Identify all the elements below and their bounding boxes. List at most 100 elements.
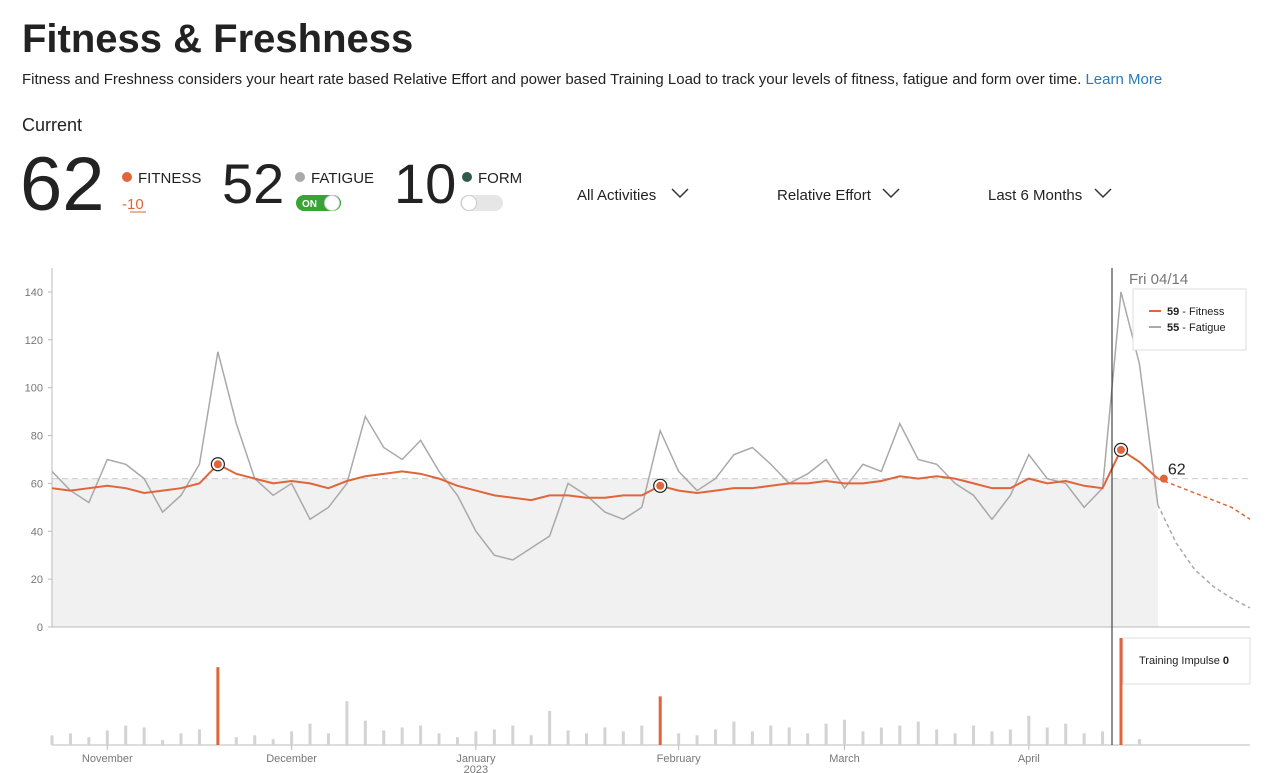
impulse-label: Training Impulse <box>1139 655 1220 667</box>
impulse-bar <box>750 731 754 745</box>
impulse-bar <box>474 731 478 745</box>
impulse-bar <box>511 725 515 745</box>
impulse-bar <box>953 733 957 745</box>
impulse-bar <box>695 735 699 745</box>
activity-filter[interactable]: All Activities <box>577 187 689 204</box>
fatigue-label: FATIGUE <box>311 170 374 187</box>
form-toggle[interactable] <box>460 195 503 211</box>
tooltip-date: Fri 04/14 <box>1129 271 1188 288</box>
y-tick-label: 60 <box>31 478 43 490</box>
impulse-bar <box>861 731 865 745</box>
range-filter[interactable]: Last 6 Months <box>988 187 1112 204</box>
impulse-bar <box>345 701 349 745</box>
title: Fitness & Freshness <box>22 17 413 61</box>
chevron <box>882 188 900 199</box>
event-marker-dot <box>213 460 222 469</box>
toggle-text: ON <box>302 199 317 210</box>
impulse-bar <box>1101 731 1105 745</box>
impulse-bar <box>50 735 54 745</box>
x-tick-label: April <box>1018 753 1040 765</box>
impulse-bar <box>769 725 773 745</box>
learn-more-link[interactable]: Learn More <box>1085 71 1162 88</box>
fitness-value: 62 <box>20 142 105 227</box>
y-tick-label: 100 <box>25 383 43 395</box>
filter-text: Relative Effort <box>777 187 872 204</box>
y-tick-label: 0 <box>37 622 43 634</box>
impulse-bar <box>584 733 588 745</box>
impulse-bar <box>640 725 644 745</box>
impulse-box <box>1122 637 1251 685</box>
impulse-bar <box>216 667 220 745</box>
fitness-dot <box>122 172 132 182</box>
projection-line <box>1157 477 1251 520</box>
filter-text: Last 6 Months <box>988 187 1082 204</box>
impulse-bar <box>787 727 791 745</box>
fatigue-dot <box>295 172 305 182</box>
legend-label: - Fatigue <box>1182 322 1225 334</box>
impulse-bar <box>87 737 91 745</box>
x-tick-label: January <box>456 753 496 765</box>
impulse-bar <box>879 727 883 745</box>
impulse-bar <box>529 735 533 745</box>
chevron <box>671 188 689 199</box>
impulse-value: 0 <box>1223 655 1229 667</box>
metric-filter[interactable]: Relative Effort <box>777 187 900 204</box>
impulse-bar <box>566 730 570 745</box>
current-point <box>1159 474 1168 483</box>
impulse-bar <box>142 727 146 745</box>
impulse-bar <box>326 733 330 745</box>
impulse-bar <box>290 731 294 745</box>
fatigue-value: 52 <box>222 152 284 215</box>
fitness-change: -10 <box>122 196 144 213</box>
chevron <box>1094 188 1112 199</box>
impulse-bar <box>197 729 201 745</box>
impulse-bar <box>916 721 920 745</box>
impulse-bar <box>419 725 423 745</box>
impulse-bar <box>603 727 607 745</box>
tooltip-box <box>1132 288 1247 351</box>
impulse-bar <box>1064 723 1068 745</box>
series-line <box>51 291 1159 561</box>
form-value: 10 <box>394 152 456 215</box>
form-label: FORM <box>478 170 522 187</box>
filter-text: All Activities <box>577 187 656 204</box>
impulse-bar <box>972 725 976 745</box>
impulse-bar <box>437 733 441 745</box>
impulse-bar <box>308 723 312 745</box>
impulse-bar <box>363 720 367 745</box>
fatigue-toggle[interactable]: ON <box>296 195 341 211</box>
fitness-area <box>52 478 1158 627</box>
impulse-bar <box>68 733 72 745</box>
impulse-bar <box>1082 733 1086 745</box>
impulse-bar <box>455 737 459 745</box>
current-label: 62 <box>1168 462 1186 479</box>
description: Fitness and Freshness considers your hea… <box>22 71 1162 88</box>
x-tick-label: February <box>657 753 702 765</box>
impulse-bar <box>1008 729 1012 745</box>
impulse-bar <box>1137 739 1141 745</box>
impulse-bar <box>935 729 939 745</box>
impulse-bar <box>492 729 496 745</box>
impulse-bar <box>124 725 128 745</box>
impulse-bar <box>824 723 828 745</box>
legend-entry: 55- Fatigue <box>1167 322 1226 334</box>
legend-label: - Fitness <box>1182 306 1225 318</box>
impulse-bar <box>677 733 681 745</box>
current-label: Current <box>22 115 82 135</box>
impulse-bar <box>400 727 404 745</box>
legend-value: 55 <box>1167 322 1179 334</box>
impulse-bar <box>105 730 109 745</box>
event-marker-dot <box>1116 445 1125 454</box>
impulse-bar <box>658 696 662 745</box>
toggle-knob <box>461 195 477 211</box>
y-tick-label: 120 <box>25 335 43 347</box>
impulse-tooltip: Training Impulse 0 <box>1139 655 1229 667</box>
y-tick-label: 80 <box>31 431 43 443</box>
impulse-bar <box>898 725 902 745</box>
impulse-bar <box>234 737 238 745</box>
impulse-bar <box>714 729 718 745</box>
impulse-bar <box>1119 638 1123 745</box>
form-dot <box>462 172 472 182</box>
impulse-bar <box>843 719 847 745</box>
